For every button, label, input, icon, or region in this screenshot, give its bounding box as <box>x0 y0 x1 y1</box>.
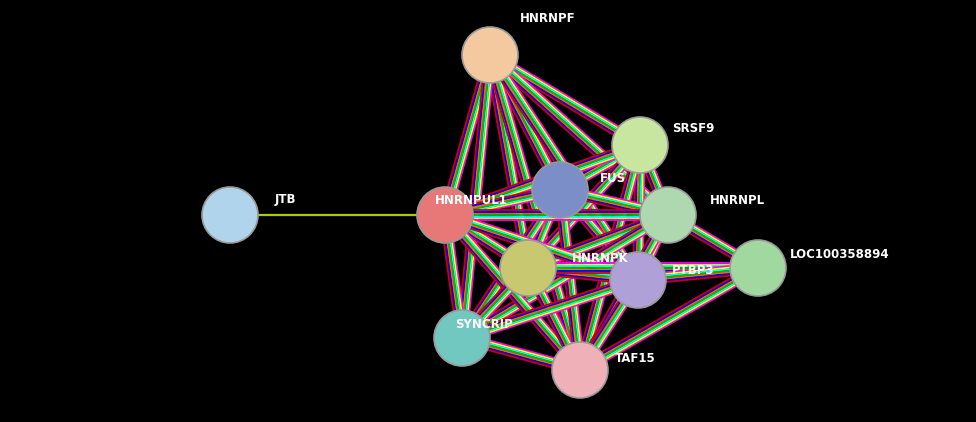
Text: HNRNPF: HNRNPF <box>520 11 576 24</box>
Text: HNRNPK: HNRNPK <box>572 252 629 265</box>
Text: LOC100358894: LOC100358894 <box>790 249 890 262</box>
Text: TAF15: TAF15 <box>615 352 656 365</box>
Circle shape <box>730 240 786 296</box>
Text: JTB: JTB <box>275 194 297 206</box>
Circle shape <box>612 117 668 173</box>
Text: FUS: FUS <box>600 171 627 184</box>
Circle shape <box>434 310 490 366</box>
Circle shape <box>532 162 588 218</box>
Text: SRSF9: SRSF9 <box>672 122 714 135</box>
Circle shape <box>640 187 696 243</box>
Circle shape <box>462 27 518 83</box>
Circle shape <box>202 187 258 243</box>
Text: PTBP3: PTBP3 <box>672 263 714 276</box>
Circle shape <box>500 240 556 296</box>
Circle shape <box>552 342 608 398</box>
Text: HNRNPL: HNRNPL <box>710 194 765 206</box>
Text: SYNCRIP: SYNCRIP <box>455 319 512 332</box>
Circle shape <box>610 252 666 308</box>
Text: HNRNPUL1: HNRNPUL1 <box>435 194 508 206</box>
Circle shape <box>417 187 473 243</box>
